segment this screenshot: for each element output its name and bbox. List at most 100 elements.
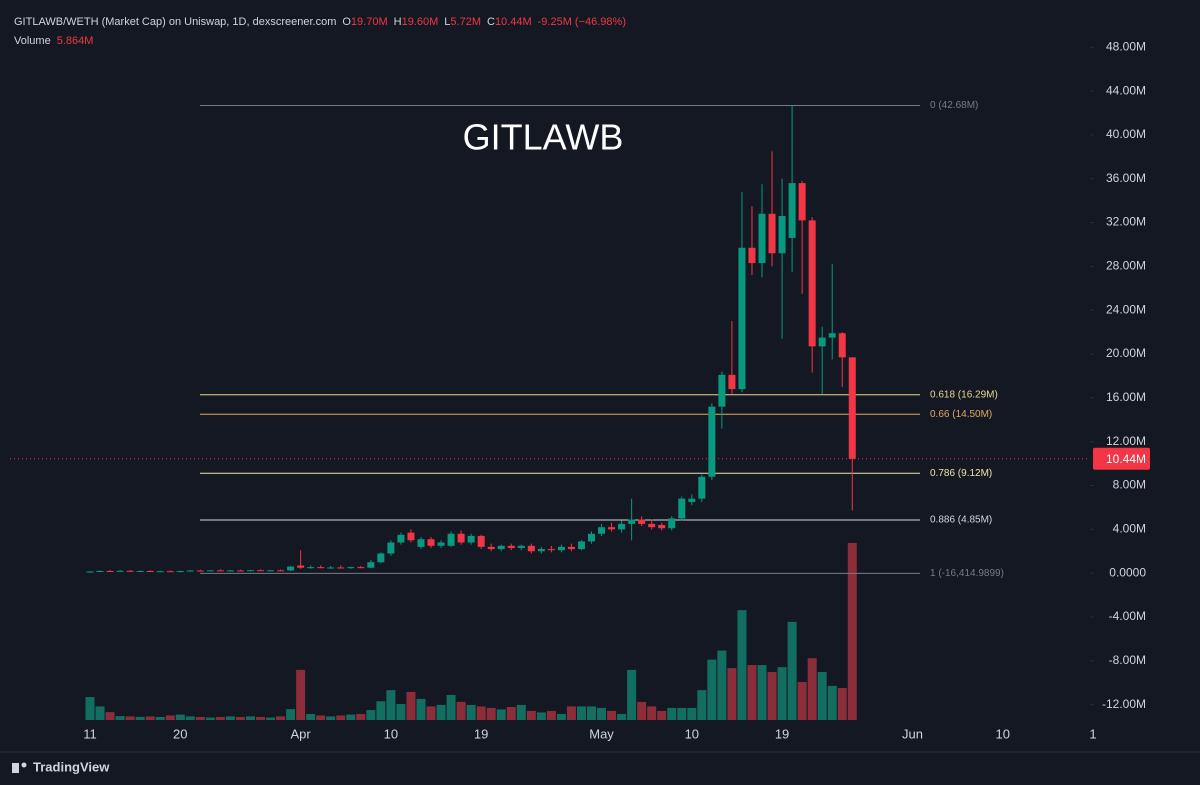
fib-label: 0.66 (14.50M) [930,409,992,420]
y-tick-label: 36.00M [1106,171,1146,185]
volume-bar [85,697,95,720]
candle-body [588,533,595,542]
candle-body [337,567,345,569]
candle-body [658,524,666,529]
volume-bar [436,704,446,720]
candle-body [367,562,375,568]
y-tick-label: 16.00M [1106,390,1146,404]
candle-body [357,567,365,569]
volume-bar [486,707,496,720]
volume-bar [175,714,185,720]
watermark: GITLAWB [463,117,624,158]
candle-body [567,546,575,550]
x-tick-label: 19 [474,726,488,741]
y-tick-label: 0.0000 [1109,565,1146,579]
volume-bar [747,665,757,720]
y-tick-label: 8.00M [1113,478,1146,492]
volume-bar [727,668,737,720]
candle-body [277,570,285,572]
volume-bar [737,610,747,720]
volume-bar [496,709,506,720]
y-tick-label: 4.00M [1113,522,1146,536]
candle-body [196,570,204,572]
volume-bar [135,716,145,720]
fib-label: 0 (42.68M) [930,100,978,111]
volume-bar [657,710,667,720]
candle-body [628,519,636,524]
change: -9.25M (−46.98%) [538,16,626,28]
candle-body [136,570,144,572]
candle-body [547,549,555,551]
volume-bar [195,716,205,720]
candle-body [216,570,224,572]
volume-bar [837,688,847,720]
candle-body [688,498,696,502]
candle-body [838,333,846,358]
logo-mark [12,763,19,773]
brand: TradingView [33,759,110,774]
candle-body [738,247,746,390]
candle-body [377,553,385,563]
x-tick-label: 10 [995,726,1009,741]
y-tick-label: 12.00M [1106,434,1146,448]
volume-bar [316,715,326,720]
volume-bar [707,659,717,720]
ohlc-key: H [394,16,402,28]
volume-bar [286,709,296,720]
volume-bar [456,701,466,720]
candle-body [708,406,716,477]
candle-body [668,518,676,529]
candle-body [557,546,565,551]
candle-body [848,357,856,459]
volume-bar [516,704,526,720]
symbol: GITLAWB/WETH (Market Cap) on Uniswap, 1D… [14,16,336,28]
candle-body [768,213,776,254]
fib-label: 0.786 (9.12M) [930,468,992,479]
volume-bar [376,701,386,720]
candle-body [818,337,826,347]
volume-bar [155,716,165,720]
logo-mark [21,762,27,768]
volume-bar [225,716,235,720]
x-tick-label: Jun [902,726,923,741]
candle-body [577,541,585,550]
volume-bar [205,717,215,720]
volume-bar [717,650,727,720]
volume-bar [356,713,366,720]
candle-body [307,567,315,569]
candle-body [387,542,395,554]
volume-bar [536,712,546,720]
volume-bar [145,716,155,720]
volume-bar [687,707,697,720]
volume-bar [817,672,827,720]
brand-logo: TradingView [12,759,110,774]
volume-bar [386,690,396,720]
candle-body [828,333,836,338]
candle-body [106,570,114,572]
volume-bar [215,716,225,720]
candle-body [146,570,154,572]
volume-bar [306,713,316,720]
candle-body [246,570,254,572]
candle-body [648,523,656,528]
y-tick-label: -4.00M [1109,609,1146,623]
x-tick-label: 19 [775,726,789,741]
ohlc-key: O [342,16,351,28]
candle-body [718,374,726,407]
volume-bar [326,716,336,720]
candle-body [608,527,616,530]
ohlc-value: 19.70M [351,16,388,28]
candle-body [487,546,495,550]
y-tick-label: 24.00M [1106,302,1146,316]
volume-bar [406,691,416,720]
volume-bar [827,685,837,720]
volume-bar [235,716,245,720]
volume-bar [416,698,426,720]
candle-body [698,476,706,499]
candle-body [678,498,686,519]
candle-body [417,539,425,547]
candle-body [267,570,275,572]
ohlc-value: 5.72M [450,16,481,28]
x-tick-label: 20 [173,726,187,741]
